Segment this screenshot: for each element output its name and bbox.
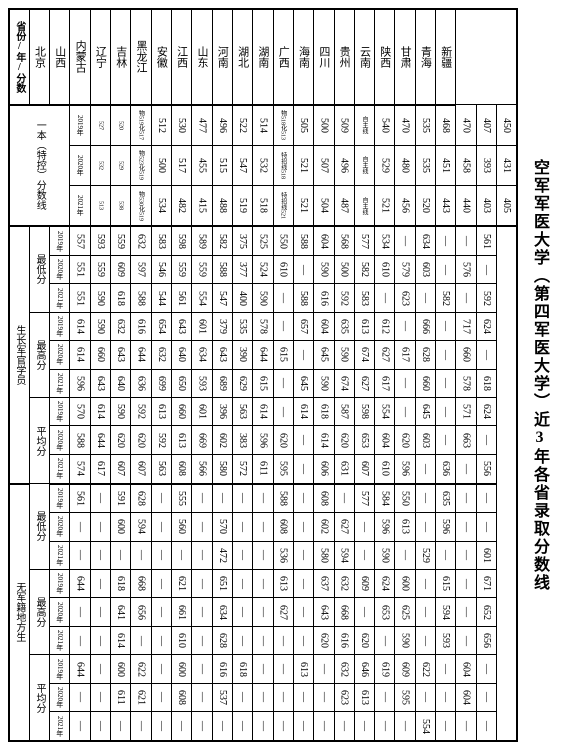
province-cell: 湖南: [253, 9, 273, 105]
province-cell: 江西: [172, 9, 192, 105]
province-cell: 山东: [192, 9, 212, 105]
province-cell: 黑龙江: [131, 9, 151, 105]
province-cell: 海南: [293, 9, 313, 105]
province-cell: 陕西: [375, 9, 395, 105]
score-table: 省份/年/分数北京山西内蒙古辽宁吉林黑龙江安徽江西山东河南湖北湖南广西海南四川贵…: [8, 8, 518, 742]
province-cell: 山西: [50, 9, 70, 105]
province-cell: 辽宁: [90, 9, 110, 105]
province-cell: 云南: [354, 9, 374, 105]
province-cell: 四川: [314, 9, 334, 105]
province-cell: 青海: [415, 9, 435, 105]
province-cell: 甘肃: [395, 9, 415, 105]
province-cell: 吉林: [111, 9, 131, 105]
province-cell: 北京: [29, 9, 49, 105]
province-cell: 贵州: [334, 9, 354, 105]
province-cell: 河南: [212, 9, 232, 105]
province-cell: 安徽: [151, 9, 171, 105]
province-cell: 新疆: [436, 9, 456, 105]
province-cell: 广西: [273, 9, 293, 105]
province-cell: 内蒙古: [70, 9, 90, 105]
province-cell: 湖北: [232, 9, 252, 105]
page-title: 空军军医大学（第四军医大学）近3年各省录取分数线: [525, 8, 553, 742]
